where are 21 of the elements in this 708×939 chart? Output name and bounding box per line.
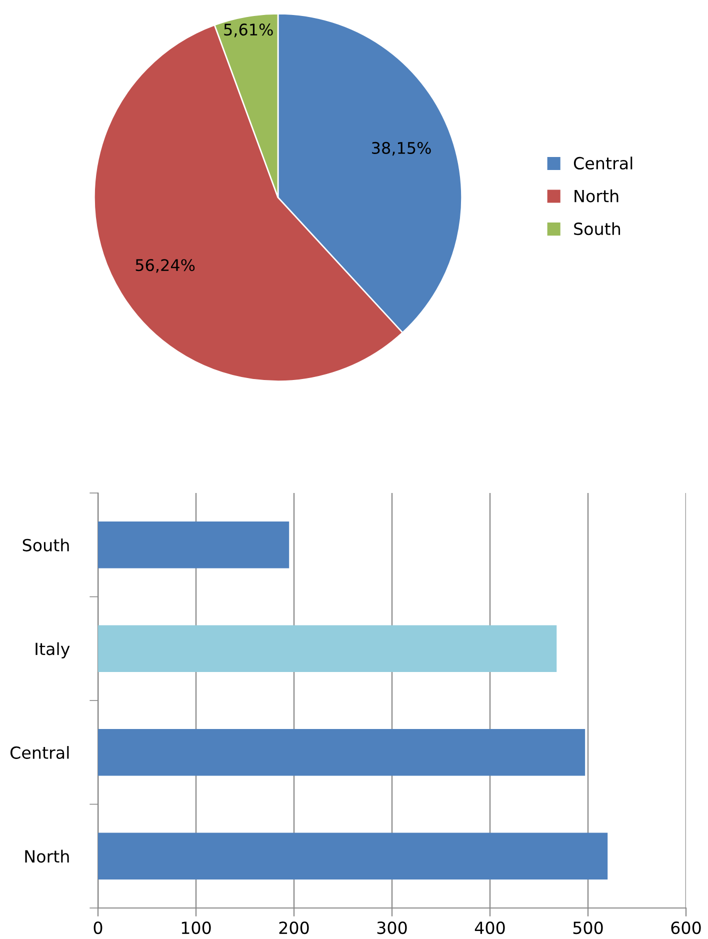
bar — [98, 729, 586, 776]
x-tick-label: 200 — [279, 921, 309, 934]
x-tick-label: 100 — [182, 921, 211, 934]
data-label: 38,15% — [372, 142, 431, 156]
y-tick-label: Central — [10, 746, 69, 759]
data-label: 56,24% — [136, 259, 195, 273]
bar — [98, 832, 608, 880]
data-label: 5,61% — [224, 24, 273, 38]
legend-label: North — [574, 189, 618, 202]
x-tick-label: 600 — [671, 921, 701, 934]
x-tick-label: 500 — [573, 921, 603, 934]
y-tick-label: North — [25, 850, 69, 863]
y-tick-label: South — [22, 538, 69, 552]
legend-label: Central — [574, 156, 632, 170]
x-tick-label: 400 — [474, 921, 505, 934]
x-tick-label: 300 — [377, 921, 407, 934]
x-tick-label: 0 — [94, 921, 102, 934]
bar — [98, 522, 290, 568]
legend-label: South — [574, 222, 620, 236]
bar — [98, 625, 557, 672]
y-tick-label: Italy — [36, 642, 70, 658]
